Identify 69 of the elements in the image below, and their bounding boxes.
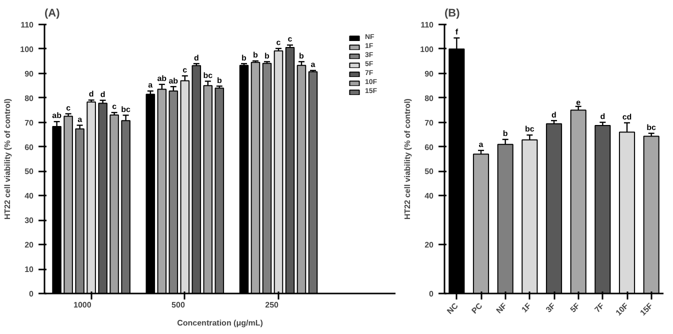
data-label: a [148,80,154,90]
y-tick-label: 0 [429,290,434,298]
data-label: bc [525,124,535,134]
x-tick-label: 3F [544,301,558,314]
y-tick-label: 110 [20,20,34,30]
x-tick-label: 10F [614,301,630,318]
data-label: c [66,103,72,112]
data-label: b [253,50,258,60]
data-label: ab [168,76,178,86]
data-label: d [600,112,606,121]
chart-title: (B) [444,8,460,20]
x-tick-label: NF [494,301,509,316]
x-tick-label: 15F [638,301,655,318]
data-label: c [112,102,118,112]
x-tick-label: PC [470,301,484,316]
y-tick-label: 100 [420,44,434,54]
data-label: f [455,28,458,37]
data-label: a [478,140,484,150]
x-tick-label: 500 [172,300,186,310]
data-label: cd [622,112,632,122]
y-tick-label: 90 [424,69,434,78]
data-label: b [502,129,508,138]
data-label: d [194,53,199,62]
y-tick-label: 110 [420,20,434,30]
y-tick-label: 60 [424,142,434,152]
y-tick-label: 20 [24,240,34,250]
y-tick-label: 40 [424,192,434,201]
y-tick-label: 60 [24,142,34,152]
data-label: c [276,38,282,48]
data-label: d [552,110,557,120]
data-label: d [88,90,94,99]
x-tick-label: NC [445,301,460,316]
y-axis-title: HT22 cell viability (% of control) [403,98,412,220]
data-label: bc [121,104,132,114]
y-tick-label: 40 [24,192,34,201]
y-tick-label: 70 [24,118,34,128]
chart-title: (A) [44,8,60,20]
data-label: b [299,51,304,60]
data-label: bc [646,122,657,132]
y-tick-label: 20 [424,240,434,250]
data-label: c [182,66,188,75]
x-tick-label: 1000 [74,300,92,310]
y-axis-title: HT22 cell viability (% of control) [3,98,12,220]
data-label: ab [52,111,62,120]
y-tick-label: 50 [424,167,434,176]
data-label: c [288,34,293,44]
data-label: a [310,60,316,70]
y-tick-label: 30 [24,216,34,226]
y-tick-label: 80 [24,94,34,103]
data-label: b [264,51,270,60]
x-tick-label: 7F [592,301,606,314]
x-tick-label: 5F [568,301,582,314]
data-label: ab [157,74,167,84]
x-tick-label: 1F [520,301,533,314]
y-tick-label: 50 [24,167,34,176]
data-label: d [100,90,106,99]
y-tick-label: 100 [20,44,34,54]
y-tick-label: 70 [424,118,434,128]
data-label: b [216,76,222,85]
data-label: e [576,98,582,108]
data-label: b [242,53,247,62]
y-tick-label: 90 [24,69,34,78]
x-axis-title: Concentration (μg/mL) [177,318,264,328]
data-label: bc [203,70,214,80]
y-tick-label: 0 [29,290,34,298]
x-tick-label: 250 [265,300,280,310]
data-label: a [78,114,83,124]
y-tick-label: 80 [424,94,434,103]
y-tick-label: 10 [24,265,34,274]
